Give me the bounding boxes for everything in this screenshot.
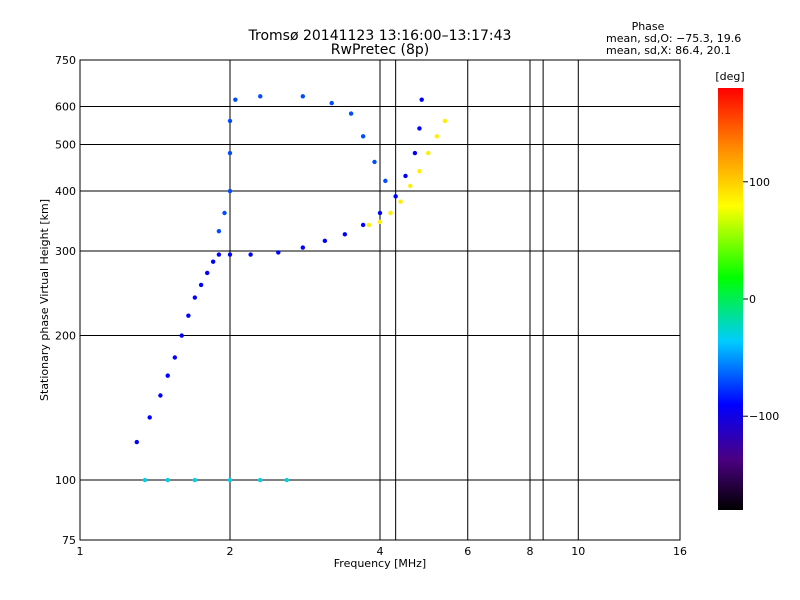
- data-point: [419, 97, 424, 102]
- data-point: [227, 150, 233, 156]
- colorbar-label: [deg]: [715, 70, 744, 83]
- data-point: [227, 188, 233, 194]
- y-axis-ticks: 75 100 200 300 400 500 600 750: [55, 54, 76, 547]
- data-point: [393, 194, 398, 199]
- data-point: [442, 118, 448, 124]
- x-tick-label: 4: [377, 545, 384, 558]
- data-point: [383, 178, 388, 184]
- x-tick-label: 6: [464, 545, 471, 558]
- x-tick-label: 10: [571, 545, 585, 558]
- data-point: [192, 477, 198, 483]
- data-point: [198, 282, 204, 288]
- data-point: [142, 477, 148, 483]
- data-point: [165, 477, 170, 483]
- data-point: [322, 238, 328, 244]
- data-point: [227, 118, 233, 124]
- data-point: [165, 373, 170, 378]
- colorbar-tick-label: −100: [749, 410, 779, 423]
- y-tick-label: 500: [55, 139, 76, 152]
- data-point: [342, 232, 348, 237]
- x-axis-ticks: 1 2 4 6 8 10 16: [77, 545, 688, 558]
- data-point: [158, 393, 163, 398]
- data-points: [134, 94, 448, 483]
- x-tick-label: 2: [227, 545, 234, 558]
- x-tick-label: 1: [77, 545, 84, 558]
- data-point: [360, 222, 366, 228]
- data-point: [388, 210, 393, 216]
- data-point: [360, 134, 366, 139]
- data-point: [329, 100, 334, 106]
- data-point: [179, 333, 184, 338]
- data-point: [366, 222, 372, 228]
- data-point: [300, 94, 306, 99]
- data-point: [172, 355, 178, 360]
- y-tick-label: 100: [55, 474, 76, 487]
- data-point: [426, 150, 431, 156]
- colorbar-tick-label: 0: [749, 293, 756, 306]
- y-tick-label: 750: [55, 54, 76, 67]
- data-point: [227, 252, 233, 257]
- chart-subtitle: RwPretec (8p): [331, 42, 429, 58]
- grid: [80, 60, 680, 540]
- data-point: [216, 252, 222, 257]
- data-point: [227, 477, 233, 483]
- phase-stats-heading: Phase: [632, 20, 665, 33]
- data-point: [192, 295, 198, 300]
- data-point: [300, 245, 306, 250]
- data-point: [186, 313, 191, 318]
- data-point: [216, 228, 222, 234]
- data-point: [248, 252, 253, 257]
- y-tick-label: 75: [62, 534, 76, 547]
- data-point: [210, 259, 216, 264]
- y-tick-label: 400: [55, 185, 76, 198]
- data-point: [377, 219, 383, 225]
- data-point: [377, 210, 383, 216]
- data-point: [233, 97, 238, 102]
- y-tick-label: 600: [55, 101, 76, 114]
- data-point: [434, 134, 439, 139]
- y-tick-label: 200: [55, 330, 76, 343]
- data-point: [222, 210, 227, 216]
- data-point: [408, 183, 413, 189]
- data-point: [372, 159, 377, 165]
- x-tick-label: 8: [527, 545, 534, 558]
- colorbar: [718, 88, 743, 510]
- data-point: [417, 126, 422, 131]
- data-point: [258, 477, 263, 483]
- x-axis-label: Frequency [MHz]: [334, 557, 426, 570]
- phase-stats-x: mean, sd,X: 86.4, 20.1: [606, 44, 731, 57]
- data-point: [403, 173, 408, 179]
- data-point: [398, 199, 403, 204]
- chart-title: Tromsø 20141123 13:16:00–13:17:43: [248, 28, 512, 44]
- data-point: [412, 150, 418, 156]
- y-axis-label: Stationary phase Virtual Height [km]: [38, 199, 51, 401]
- data-point: [258, 94, 263, 99]
- data-point: [348, 111, 354, 116]
- data-point: [204, 270, 210, 276]
- colorbar-ticks: 100 0 −100: [743, 176, 779, 423]
- data-point: [147, 415, 152, 420]
- phase-stats-o: mean, sd,O: −75.3, 19.6: [606, 32, 741, 45]
- data-point: [134, 439, 139, 445]
- data-point: [284, 477, 289, 483]
- colorbar-tick-label: 100: [749, 176, 770, 189]
- x-tick-label: 16: [673, 545, 687, 558]
- data-point: [417, 168, 422, 174]
- y-tick-label: 300: [55, 245, 76, 258]
- data-point: [276, 250, 281, 255]
